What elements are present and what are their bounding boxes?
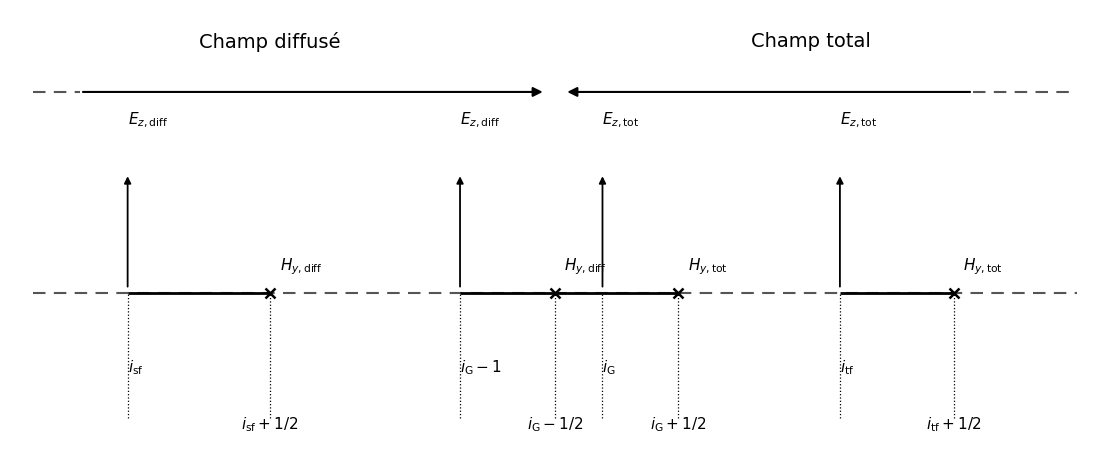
Text: $i_{\mathrm{G}}-1$: $i_{\mathrm{G}}-1$ — [460, 358, 502, 377]
Text: $H_{y,\mathrm{tot}}$: $H_{y,\mathrm{tot}}$ — [963, 256, 1003, 277]
Text: $i_{\mathrm{G}}-1/2$: $i_{\mathrm{G}}-1/2$ — [527, 415, 583, 433]
Text: $E_{z,\mathrm{diff}}$: $E_{z,\mathrm{diff}}$ — [128, 110, 168, 130]
Text: $H_{y,\mathrm{diff}}$: $H_{y,\mathrm{diff}}$ — [565, 256, 607, 277]
Text: $i_{\mathrm{sf}}$: $i_{\mathrm{sf}}$ — [128, 358, 143, 377]
Text: $E_{z,\mathrm{tot}}$: $E_{z,\mathrm{tot}}$ — [603, 110, 639, 130]
Text: Champ diffusé: Champ diffusé — [200, 32, 341, 52]
Text: $H_{y,\mathrm{diff}}$: $H_{y,\mathrm{diff}}$ — [280, 256, 322, 277]
Text: $i_{\mathrm{tf}}+1/2$: $i_{\mathrm{tf}}+1/2$ — [926, 415, 981, 433]
Text: $i_{\mathrm{G}}+1/2$: $i_{\mathrm{G}}+1/2$ — [650, 415, 707, 433]
Text: $i_{\mathrm{G}}$: $i_{\mathrm{G}}$ — [603, 358, 616, 377]
Text: $i_{\mathrm{sf}}+1/2$: $i_{\mathrm{sf}}+1/2$ — [242, 415, 299, 433]
Text: $E_{z,\mathrm{diff}}$: $E_{z,\mathrm{diff}}$ — [460, 110, 501, 130]
Text: Champ total: Champ total — [751, 32, 871, 51]
Text: $i_{\mathrm{tf}}$: $i_{\mathrm{tf}}$ — [840, 358, 855, 377]
Text: $E_{z,\mathrm{tot}}$: $E_{z,\mathrm{tot}}$ — [840, 110, 877, 130]
Text: $H_{y,\mathrm{tot}}$: $H_{y,\mathrm{tot}}$ — [688, 256, 728, 277]
